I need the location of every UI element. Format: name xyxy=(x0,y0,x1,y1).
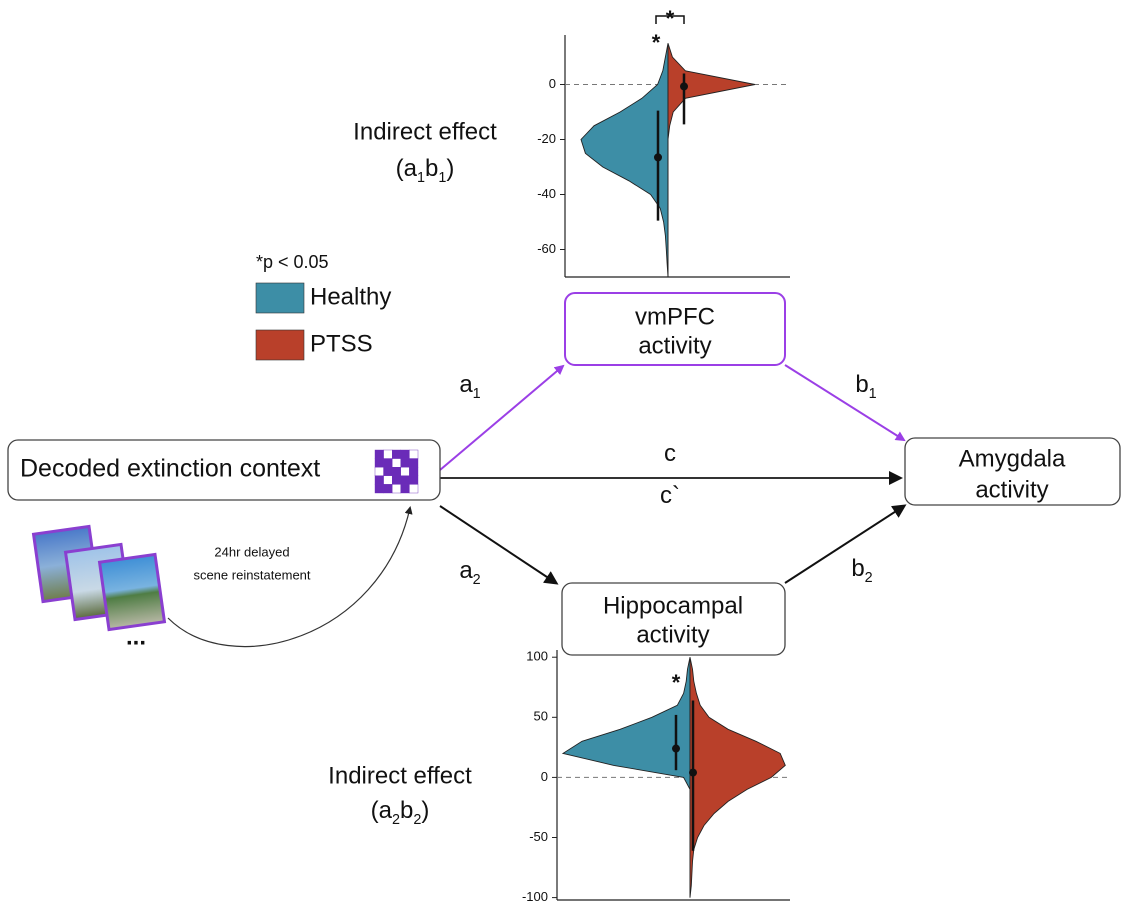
icon-cell xyxy=(384,476,393,485)
icon-cell xyxy=(375,450,384,459)
icon-cell xyxy=(392,476,401,485)
significance-star: * xyxy=(652,30,661,55)
path-label: a1 xyxy=(459,371,480,401)
y-axis-label: Indirect effect xyxy=(353,118,497,145)
y-axis-formula-part: 1 xyxy=(417,170,425,186)
node-label: vmPFC xyxy=(635,303,715,330)
scene-images xyxy=(34,526,165,629)
path-label-part: 1 xyxy=(869,386,877,402)
arrow-a2 xyxy=(440,506,556,583)
icon-cell xyxy=(392,450,401,459)
node-label: Decoded extinction context xyxy=(20,455,320,483)
figure: Decoded extinction context vmPFC activit… xyxy=(0,0,1129,922)
icon-cell xyxy=(384,459,393,468)
y-tick-label: -40 xyxy=(537,186,556,201)
y-tick-label: -20 xyxy=(537,131,556,146)
path-label-part: c xyxy=(664,440,676,467)
estimate-point xyxy=(680,82,688,90)
path-label-part: 2 xyxy=(473,572,481,588)
y-axis-formula: (a1b1) xyxy=(396,155,455,185)
estimate-point xyxy=(672,745,680,753)
path-label-part: 1 xyxy=(473,386,481,402)
icon-cell xyxy=(375,484,384,493)
y-axis-formula: (a2b2) xyxy=(371,797,430,827)
page: Decoded extinction context vmPFC activit… xyxy=(0,0,1129,922)
path-label-part: b xyxy=(851,555,864,582)
icon-cell xyxy=(409,484,418,493)
significance-star: * xyxy=(666,6,675,31)
y-axis-formula-part: ) xyxy=(421,797,429,824)
reinstatement-label: 24hr delayed xyxy=(214,544,289,559)
node-label: Amygdala xyxy=(959,445,1066,472)
y-tick-label: 0 xyxy=(541,769,548,784)
path-label-part: b xyxy=(855,371,868,398)
icon-cell xyxy=(401,459,410,468)
y-axis-formula-part: 2 xyxy=(413,812,421,828)
arrow-b2 xyxy=(785,506,904,583)
icon-cell xyxy=(384,467,393,476)
icon-cell xyxy=(409,476,418,485)
context-icon xyxy=(375,450,418,493)
icon-cell xyxy=(401,450,410,459)
y-tick-label: -60 xyxy=(537,241,556,256)
y-axis-formula-part: b xyxy=(425,155,438,182)
icon-cell xyxy=(409,459,418,468)
legend-swatch xyxy=(256,283,304,313)
arrow-b1 xyxy=(785,365,904,440)
path-label: c xyxy=(664,440,676,467)
icon-cell xyxy=(409,450,418,459)
more-dots: ... xyxy=(126,623,146,650)
icon-cell xyxy=(375,476,384,485)
path-label-part: a xyxy=(459,371,473,398)
estimate-point xyxy=(689,769,697,777)
y-tick-label: 0 xyxy=(549,76,556,91)
icon-cell xyxy=(401,476,410,485)
icon-cell xyxy=(392,467,401,476)
icon-cell xyxy=(375,459,384,468)
icon-cell xyxy=(384,450,393,459)
significance-star: * xyxy=(672,670,681,695)
y-tick-label: -100 xyxy=(522,889,548,904)
y-axis-formula-part: (a xyxy=(396,155,418,182)
path-label: c` xyxy=(660,482,680,509)
legend-label: Healthy xyxy=(310,283,391,310)
y-tick-label: 100 xyxy=(526,649,548,664)
icon-cell xyxy=(392,484,401,493)
y-axis-formula-part: (a xyxy=(371,797,393,824)
y-axis-formula-part: b xyxy=(400,797,413,824)
estimate-point xyxy=(654,153,662,161)
y-axis-formula-part: 1 xyxy=(438,170,446,186)
node-label: activity xyxy=(636,621,709,648)
y-tick-label: -50 xyxy=(529,829,548,844)
reinstatement-label: scene reinstatement xyxy=(193,567,310,582)
node-label: Hippocampal xyxy=(603,592,743,619)
icon-cell xyxy=(384,484,393,493)
y-axis-label: Indirect effect xyxy=(328,762,472,789)
y-axis-formula-part: 2 xyxy=(392,812,400,828)
legend-note: *p < 0.05 xyxy=(256,252,329,272)
path-label-part: c` xyxy=(660,482,680,509)
node-label: activity xyxy=(638,332,711,359)
y-axis-formula-part: ) xyxy=(446,155,454,182)
y-tick-label: 50 xyxy=(534,709,548,724)
icon-cell xyxy=(375,467,384,476)
legend-swatch xyxy=(256,330,304,360)
icon-cell xyxy=(409,467,418,476)
icon-cell xyxy=(401,484,410,493)
path-label: b1 xyxy=(855,371,876,401)
path-label-part: a xyxy=(459,557,473,584)
icon-cell xyxy=(401,467,410,476)
violin xyxy=(581,43,668,277)
path-label-part: 2 xyxy=(865,570,873,586)
node-label: activity xyxy=(975,476,1048,503)
violin xyxy=(690,657,785,897)
path-label: b2 xyxy=(851,555,872,585)
legend-label: PTSS xyxy=(310,330,373,357)
path-label: a2 xyxy=(459,557,480,587)
icon-cell xyxy=(392,459,401,468)
violin xyxy=(668,43,755,277)
